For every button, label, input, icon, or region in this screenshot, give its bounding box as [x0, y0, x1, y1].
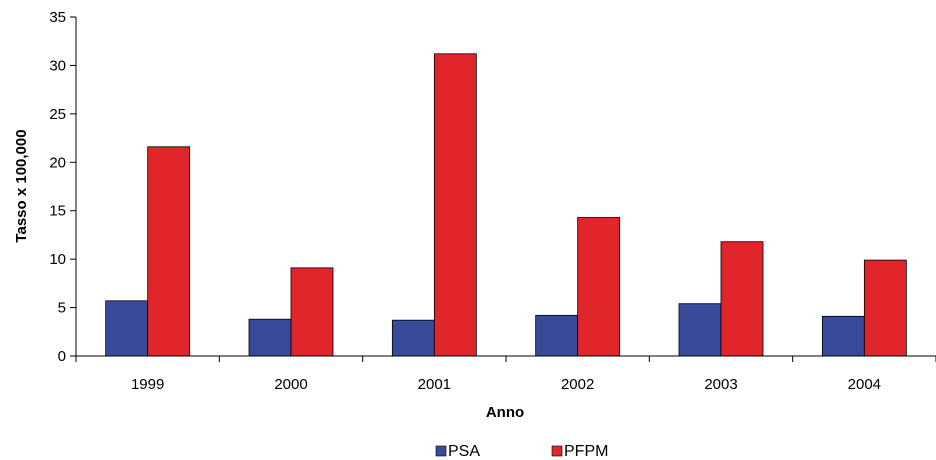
y-axis-title: Tasso x 100,000 — [13, 129, 30, 242]
x-tick-label: 2004 — [848, 376, 881, 393]
y-tick-label: 10 — [49, 251, 66, 268]
legend: PSA PFPM — [435, 443, 608, 460]
bars — [105, 53, 907, 357]
bar-psa-2002 — [535, 314, 579, 357]
bar-pfpm-1999 — [147, 146, 191, 357]
bar-psa-2004 — [821, 315, 865, 357]
y-tick-label: 15 — [49, 203, 66, 220]
x-tick-label: 2001 — [418, 376, 451, 393]
bar-pfpm-2002 — [577, 217, 621, 357]
bar-pfpm-2003 — [720, 241, 764, 357]
y-tick-label: 5 — [58, 300, 66, 317]
bar-psa-2001 — [391, 319, 435, 357]
y-tick-label: 20 — [49, 154, 66, 171]
legend-label-psa: PSA — [448, 443, 480, 460]
y-tick-label: 35 — [49, 9, 66, 26]
y-axis-ticks: 0 5 10 15 20 25 30 35 — [49, 9, 76, 365]
x-tick-label: 2000 — [274, 376, 307, 393]
x-tick-label: 1999 — [131, 376, 164, 393]
legend-swatch-psa — [435, 445, 447, 457]
x-tick-label: 2002 — [561, 376, 594, 393]
x-axis-title: Anno — [486, 404, 524, 421]
y-tick-label: 25 — [49, 106, 66, 123]
legend-label-pfpm: PFPM — [564, 443, 608, 460]
legend-swatch-pfpm — [551, 445, 563, 457]
bar-psa-2000 — [248, 318, 292, 357]
bar-pfpm-2000 — [290, 267, 334, 357]
bar-pfpm-2001 — [433, 53, 477, 357]
x-axis-ticks: 1999 2000 2001 2002 2003 2004 — [75, 356, 936, 393]
y-tick-label: 30 — [49, 57, 66, 74]
bar-psa-1999 — [105, 300, 149, 357]
x-tick-label: 2003 — [704, 376, 737, 393]
y-tick-label: 0 — [58, 348, 66, 365]
bar-psa-2003 — [678, 303, 722, 357]
bar-pfpm-2004 — [863, 259, 907, 357]
